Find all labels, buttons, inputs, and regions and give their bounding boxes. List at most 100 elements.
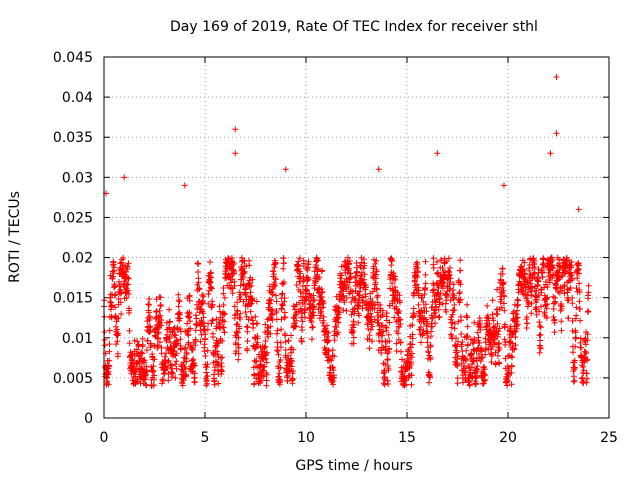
- data-point: [479, 354, 486, 361]
- data-point: [415, 284, 422, 291]
- data-point: [415, 287, 422, 294]
- data-point: [235, 350, 242, 357]
- data-point: [494, 352, 501, 359]
- data-point: [397, 348, 404, 355]
- data-point: [235, 356, 242, 363]
- data-point: [538, 287, 545, 294]
- data-point: [165, 377, 172, 384]
- data-point: [201, 323, 208, 330]
- data-point: [158, 317, 165, 324]
- data-point: [210, 334, 217, 341]
- data-point: [355, 292, 362, 299]
- data-point: [193, 315, 200, 322]
- data-point: [189, 357, 196, 364]
- data-point: [314, 257, 321, 264]
- data-point: [209, 317, 216, 324]
- data-point: [567, 284, 574, 291]
- y-tick-label: 0.045: [53, 50, 93, 66]
- data-point: [462, 357, 469, 364]
- data-point: [489, 343, 496, 350]
- data-point: [435, 306, 442, 313]
- data-point: [165, 358, 172, 365]
- data-point: [253, 298, 260, 305]
- data-point: [464, 314, 471, 321]
- data-point: [458, 331, 465, 338]
- data-point: [434, 270, 441, 277]
- data-point: [425, 379, 432, 386]
- data-point: [438, 256, 445, 263]
- data-point: [101, 342, 108, 349]
- data-point: [219, 354, 226, 361]
- data-point: [155, 343, 162, 350]
- data-point: [303, 265, 310, 272]
- data-point: [317, 310, 324, 317]
- data-point: [166, 333, 173, 340]
- data-point: [318, 308, 325, 315]
- data-point: [272, 275, 279, 282]
- data-point: [243, 263, 250, 270]
- data-point: [490, 317, 497, 324]
- data-point: [106, 357, 113, 364]
- data-point: [165, 357, 172, 364]
- data-point: [199, 291, 206, 298]
- data-point: [500, 280, 507, 287]
- data-point: [267, 323, 274, 330]
- y-tick-label: 0.04: [62, 90, 93, 106]
- data-point: [211, 381, 218, 388]
- data-point: [151, 372, 158, 379]
- data-point: [573, 312, 580, 319]
- data-point: [200, 319, 207, 326]
- data-point: [531, 264, 538, 271]
- data-point: [543, 314, 550, 321]
- data-point: [214, 340, 221, 347]
- data-point: [344, 254, 351, 261]
- data-point: [341, 299, 348, 306]
- data-point: [335, 304, 342, 311]
- data-point: [584, 337, 591, 344]
- data-point: [445, 255, 452, 262]
- data-point: [338, 272, 345, 279]
- data-point: [474, 363, 481, 370]
- data-point: [468, 351, 475, 358]
- data-point: [139, 341, 146, 348]
- data-point: [106, 327, 113, 334]
- data-point: [462, 368, 469, 375]
- data-point: [529, 284, 536, 291]
- data-point: [311, 303, 318, 310]
- data-point: [216, 303, 223, 310]
- data-point: [521, 271, 528, 278]
- data-point: [345, 265, 352, 272]
- axis-ticks: [103, 56, 610, 419]
- data-point: [583, 370, 590, 377]
- data-point: [161, 353, 168, 360]
- data-point: [124, 265, 131, 272]
- data-point: [396, 324, 403, 331]
- data-point: [461, 369, 468, 376]
- data-point: [343, 307, 350, 314]
- data-point: [348, 299, 355, 306]
- data-point: [451, 292, 458, 299]
- data-point: [464, 323, 471, 330]
- data-point: [267, 300, 274, 307]
- data-point: [407, 344, 414, 351]
- data-point: [205, 300, 212, 307]
- data-point: [456, 299, 463, 306]
- data-point: [513, 311, 520, 318]
- data-point: [549, 257, 556, 263]
- data-point: [220, 324, 227, 331]
- data-point: [499, 284, 506, 291]
- data-point: [494, 320, 501, 327]
- data-point: [233, 348, 240, 355]
- data-point: [434, 150, 441, 157]
- data-point: [447, 285, 454, 292]
- data-point: [297, 270, 304, 277]
- data-point: [456, 289, 463, 296]
- data-point: [201, 348, 208, 355]
- data-point: [274, 327, 281, 334]
- data-point: [436, 295, 443, 302]
- data-point: [274, 347, 281, 354]
- data-point: [331, 337, 338, 344]
- data-point: [531, 274, 538, 281]
- data-point: [451, 320, 458, 327]
- data-point: [515, 297, 522, 304]
